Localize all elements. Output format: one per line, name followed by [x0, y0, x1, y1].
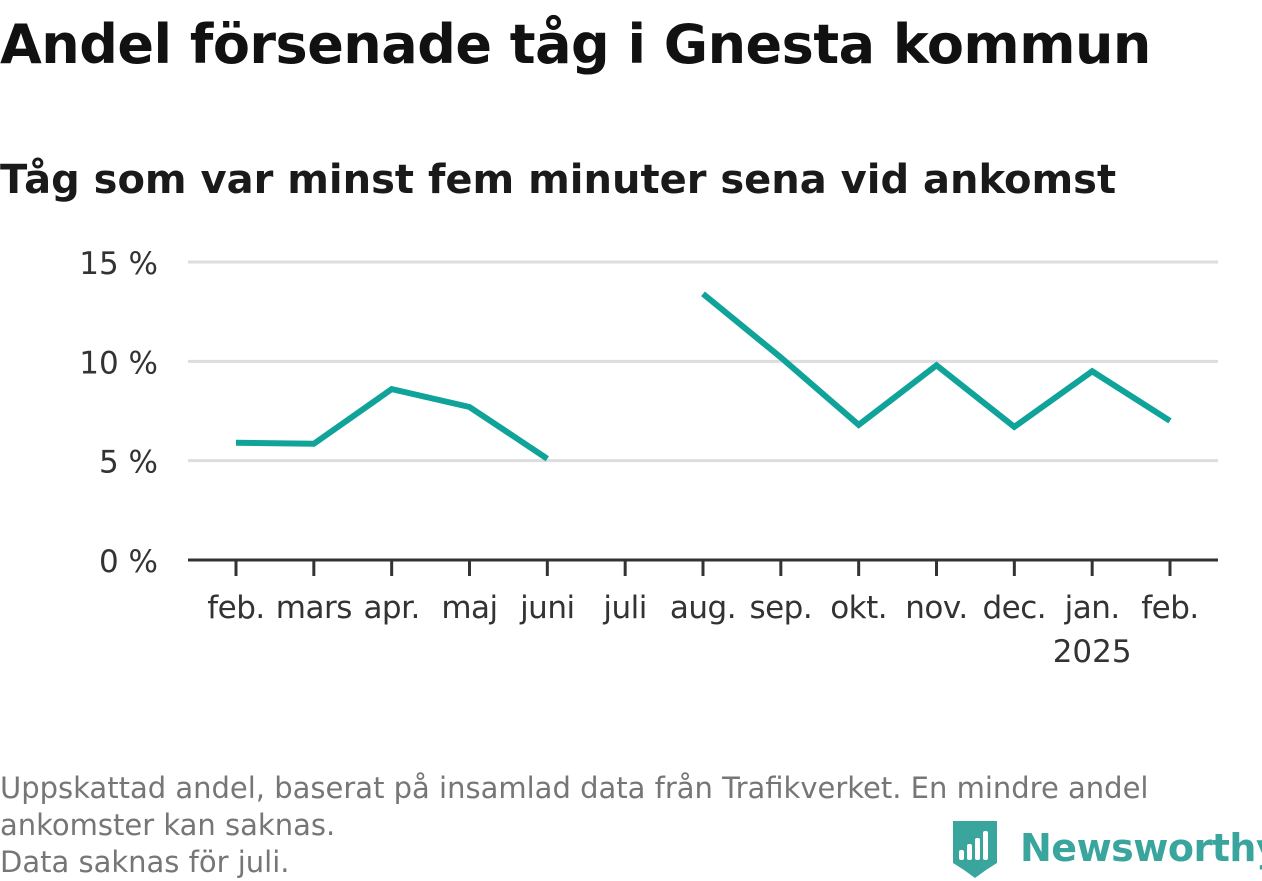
- x-tick-year-label: 2025: [1053, 634, 1132, 670]
- x-tick-label: okt.: [830, 590, 887, 626]
- x-tick-label: feb.: [207, 590, 265, 626]
- x-tick-label: aug.: [670, 590, 736, 626]
- x-tick-label: sep.: [749, 590, 812, 626]
- x-tick-label: apr.: [363, 590, 419, 626]
- x-tick-label: juli: [602, 590, 647, 626]
- y-tick-label: 0 %: [99, 544, 158, 580]
- y-tick-label: 10 %: [79, 345, 158, 381]
- y-tick-label: 5 %: [99, 445, 158, 481]
- footnote: Uppskattad andel, baserat på insamlad da…: [0, 770, 1260, 881]
- chart-subtitle: Tåg som var minst fem minuter sena vid a…: [0, 157, 1117, 203]
- brand-name: Newsworthy: [1020, 826, 1262, 870]
- chart-title: Andel försenade tåg i Gnesta kommun: [0, 13, 1151, 76]
- line-chart: 0 % 5 % 10 % 15 % feb. mars apr. maj juni juli au…: [79, 246, 1218, 670]
- grid-lines: [188, 260, 1218, 463]
- x-tick-label: juni: [519, 590, 575, 626]
- series-line: [701, 291, 1172, 431]
- x-tick-label: mars: [276, 590, 352, 626]
- x-tick-label: nov.: [905, 590, 967, 626]
- y-axis-labels: 0 % 5 % 10 % 15 %: [79, 246, 158, 580]
- x-tick-label: maj: [441, 590, 497, 626]
- bar-chart-logo-icon: [953, 821, 997, 878]
- x-tick-label: feb.: [1141, 590, 1199, 626]
- x-tick-label: dec.: [983, 590, 1047, 626]
- x-tick-label: jan.: [1064, 590, 1120, 626]
- newsworthy-logo: Newsworthy: [950, 818, 1262, 878]
- footnote-line: Data saknas för juli.: [0, 845, 290, 879]
- x-axis-labels: feb. mars apr. maj juni juli aug. sep. okt. nov. d…: [207, 590, 1199, 670]
- x-axis: [188, 558, 1218, 576]
- y-tick-label: 15 %: [79, 246, 158, 282]
- series-line: [235, 385, 549, 462]
- series-lines: [235, 291, 1172, 462]
- footnote-line: ankomster kan saknas.: [0, 808, 336, 842]
- footnote-line: Uppskattad andel, baserat på insamlad da…: [0, 771, 1149, 805]
